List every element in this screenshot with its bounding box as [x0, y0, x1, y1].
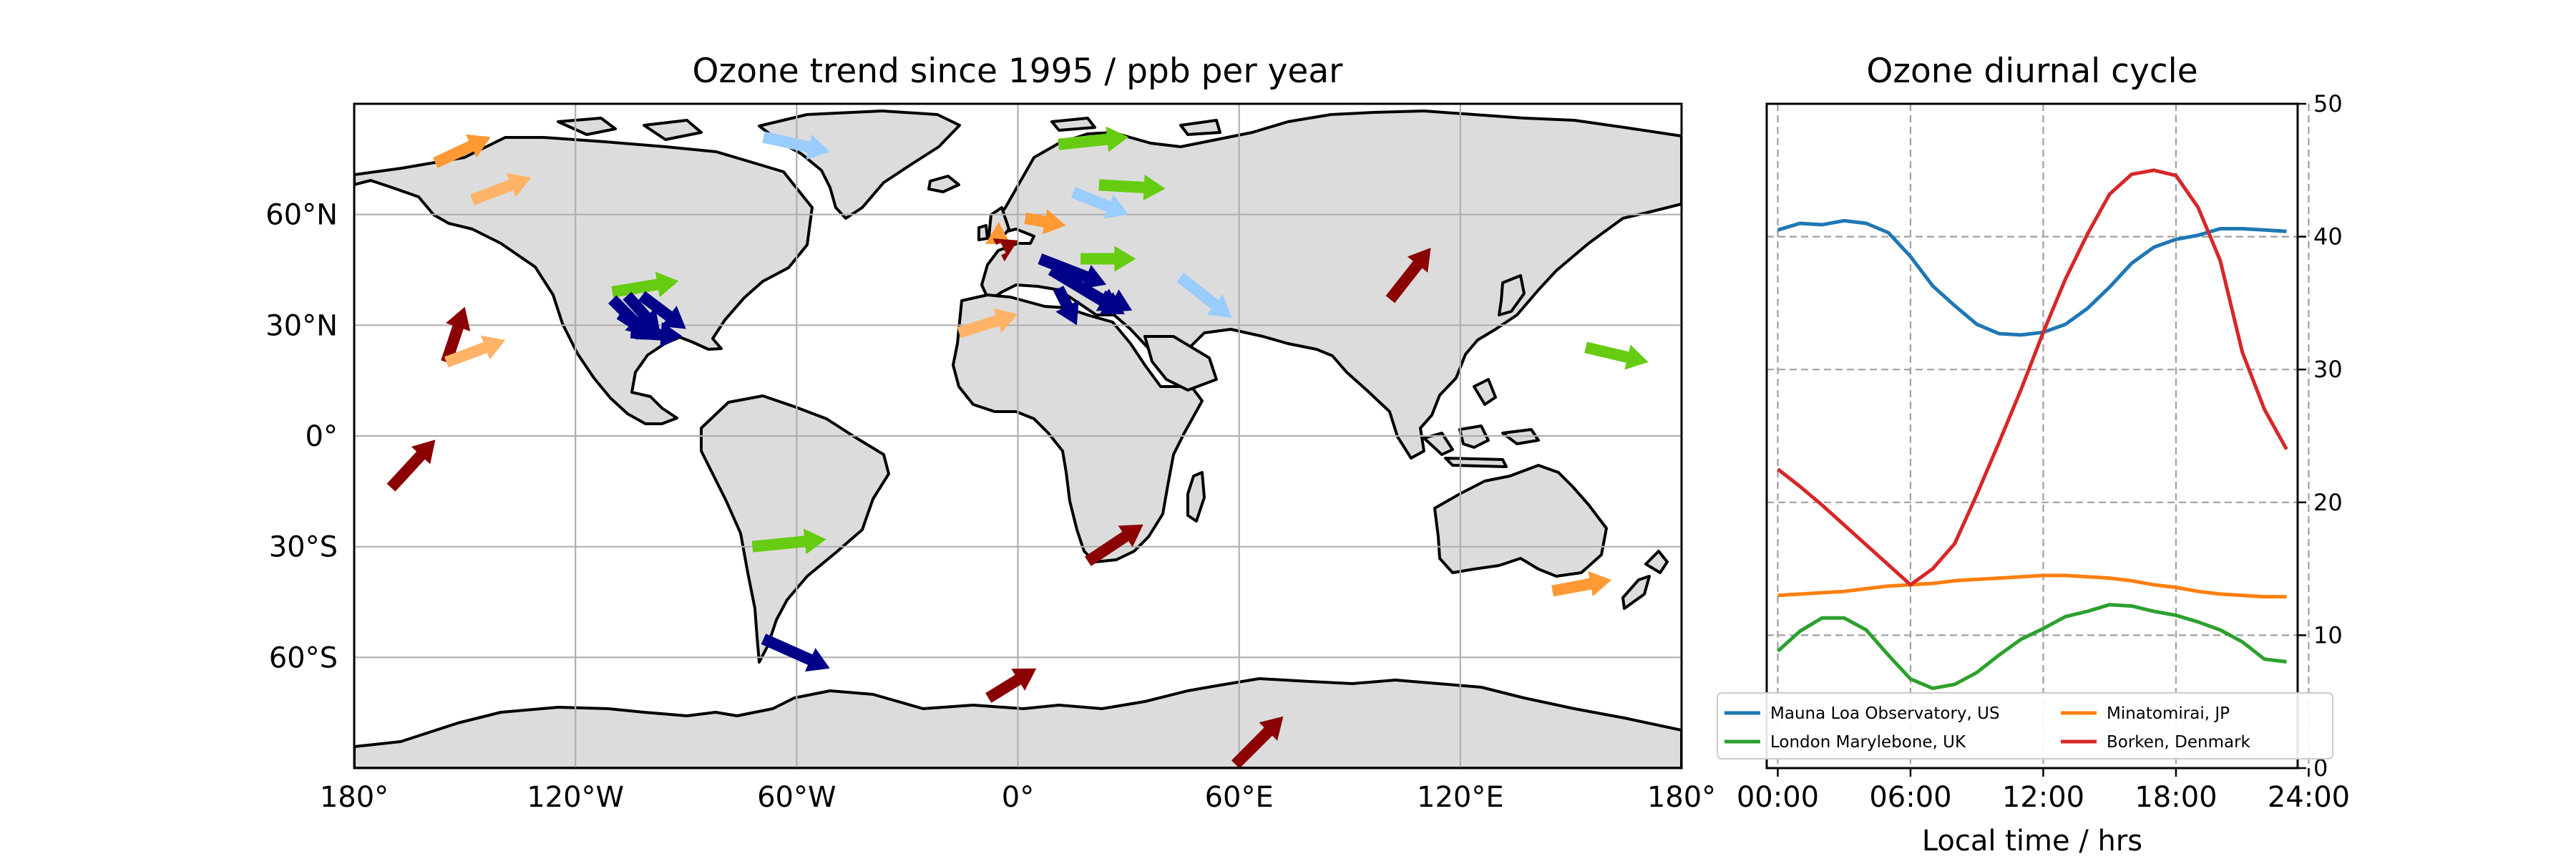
legend-label: Mauna Loa Observatory, US — [1770, 704, 2000, 723]
land-north-america — [354, 136, 814, 425]
x-tick-label: 06:00 — [1869, 781, 1951, 814]
trend-arrow — [992, 238, 1018, 262]
trend-arrow — [957, 308, 1018, 339]
y-tick-label: 0 — [2313, 754, 2328, 782]
trend-arrow — [761, 634, 830, 672]
lon-tick-label: 120°W — [527, 781, 624, 814]
land-iceland — [927, 175, 960, 193]
lon-tick-label: 0° — [1002, 781, 1034, 814]
trend-arrow — [1584, 341, 1649, 370]
trend-arrow — [444, 335, 506, 368]
lat-tick-label: 60°S — [269, 641, 338, 674]
x-tick-label: 00:00 — [1737, 781, 1819, 814]
lon-tick-label: 60°W — [757, 781, 836, 814]
y-tick-label: 20 — [2313, 489, 2343, 516]
land-africa — [952, 293, 1204, 563]
line-plot-background — [1767, 104, 2298, 768]
lon-tick-label: 120°E — [1417, 781, 1504, 814]
trend-arrow — [1385, 248, 1431, 304]
line-tick-labels: 00:00 06:00 12:00 18:00 24:000 10 20 30 40 50 — [1737, 90, 2350, 814]
trend-arrow — [611, 271, 679, 298]
x-tick-label: 18:00 — [2135, 781, 2217, 814]
legend: Mauna Loa Observatory, US Minatomirai, JP… — [1717, 692, 2333, 759]
y-tick-label: 10 — [2313, 621, 2343, 649]
map-panel: Ozone trend since 1995 / ppb per year — [265, 52, 1716, 814]
lat-tick-label: 30°S — [269, 531, 338, 564]
trend-arrow — [1070, 187, 1129, 219]
series-line — [1777, 218, 2287, 337]
land-new-zealand — [1621, 550, 1669, 610]
land-eurasia — [980, 110, 1682, 460]
trend-arrow — [751, 528, 826, 555]
series-line — [1776, 168, 2288, 587]
lon-tick-label: 180° — [320, 781, 389, 814]
trend-arrow — [1058, 126, 1129, 152]
y-tick-label: 30 — [2313, 356, 2343, 383]
trend-arrow — [441, 306, 471, 364]
map-gridlines — [354, 104, 1682, 768]
line-series — [1776, 168, 2288, 691]
line-frame — [1765, 102, 2299, 770]
x-axis-label: Local time / hrs — [1922, 825, 2142, 858]
legend-label: Borken, Denmark — [2107, 733, 2251, 752]
lon-tick-label: 60°E — [1205, 781, 1274, 814]
series-line — [1777, 573, 2287, 599]
land-greenland — [758, 110, 961, 220]
lon-tick-label: 180° — [1647, 781, 1716, 814]
lat-tick-label: 0° — [306, 420, 338, 453]
land-madagascar — [1186, 471, 1206, 523]
trend-arrow — [1053, 286, 1079, 326]
trend-arrow — [1098, 174, 1166, 200]
map-title: Ozone trend since 1995 / ppb per year — [693, 52, 1344, 91]
trend-arrow — [470, 173, 532, 205]
trend-arrows — [386, 126, 1649, 768]
land-japan — [1498, 274, 1526, 316]
trend-arrow — [1085, 524, 1143, 566]
trend-arrow — [1176, 273, 1232, 318]
legend-box — [1717, 692, 2333, 759]
land-arabia — [1143, 335, 1218, 392]
lat-tick-label: 30°N — [265, 309, 338, 342]
trend-arrow — [386, 440, 436, 492]
trend-arrow — [985, 222, 1011, 244]
trend-arrow — [1551, 571, 1612, 597]
legend-label: Minatomirai, JP — [2107, 704, 2230, 723]
map-tick-labels: 180° 120°W 60°W 0° 60°E 120°E 180° 60°N 30°N 0° 30… — [265, 199, 1716, 814]
x-tick-label: 24:00 — [2268, 781, 2350, 814]
series-line — [1776, 603, 2287, 691]
line-panel: Ozone diurnal cycle 00:00 06:00 12:00 18:00… — [1717, 52, 2350, 858]
line-title: Ozone diurnal cycle — [1866, 52, 2197, 91]
land-masses — [354, 110, 1682, 768]
land-arctic-islands — [557, 117, 1221, 141]
y-tick-label: 40 — [2313, 223, 2343, 251]
land-indonesia — [1423, 378, 1540, 468]
y-tick-label: 50 — [2313, 90, 2343, 117]
map-frame — [353, 102, 1683, 770]
legend-label: London Marylebone, UK — [1770, 733, 1966, 752]
trend-arrow — [985, 668, 1037, 703]
trend-arrow — [1080, 246, 1136, 272]
trend-arrow — [433, 134, 491, 168]
lat-tick-label: 60°N — [265, 199, 338, 232]
trend-arrow — [630, 321, 683, 348]
trend-arrow — [1100, 289, 1133, 313]
trend-arrow — [1038, 253, 1107, 289]
trend-arrow — [638, 291, 686, 329]
trend-arrow — [1231, 716, 1284, 768]
trend-arrow — [1024, 209, 1066, 235]
land-australia — [1433, 464, 1608, 578]
trend-arrow — [762, 131, 830, 160]
x-tick-label: 12:00 — [2002, 781, 2084, 814]
